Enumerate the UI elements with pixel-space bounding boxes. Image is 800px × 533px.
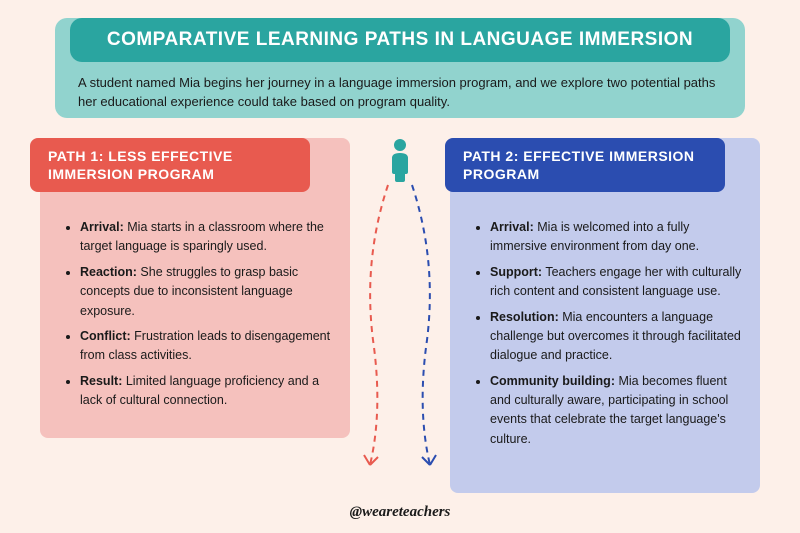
list-item: Arrival: Mia starts in a classroom where… [80, 218, 332, 257]
list-item: Conflict: Frustration leads to disengage… [80, 327, 332, 366]
list-item: Arrival: Mia is welcomed into a fully im… [490, 218, 742, 257]
list-item: Reaction: She struggles to grasp basic c… [80, 263, 332, 321]
handle: @weareteachers [350, 504, 451, 521]
list-item: Community building: Mia becomes fluent a… [490, 372, 742, 450]
path2-bullets: Arrival: Mia is welcomed into a fully im… [472, 218, 742, 449]
list-item: Result: Limited language proficiency and… [80, 372, 332, 411]
arrow-path2 [402, 180, 442, 480]
arrow-path1 [358, 180, 398, 480]
list-item: Resolution: Mia encounters a language ch… [490, 308, 742, 366]
path1-header: PATH 1: LESS EFFECTIVE IMMERSION PROGRAM [30, 138, 310, 192]
intro-text: A student named Mia begins her journey i… [78, 74, 718, 112]
list-item: Support: Teachers engage her with cultur… [490, 263, 742, 302]
path2-header: PATH 2: EFFECTIVE IMMERSION PROGRAM [445, 138, 725, 192]
page-title: COMPARATIVE LEARNING PATHS IN LANGUAGE I… [70, 18, 730, 62]
path1-bullets: Arrival: Mia starts in a classroom where… [62, 218, 332, 410]
person-icon [388, 138, 412, 182]
